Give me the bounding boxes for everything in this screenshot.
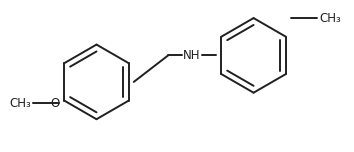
Text: NH: NH [183,49,200,62]
Text: CH₃: CH₃ [9,97,31,110]
Text: O: O [50,97,59,110]
Text: CH₃: CH₃ [319,12,341,25]
